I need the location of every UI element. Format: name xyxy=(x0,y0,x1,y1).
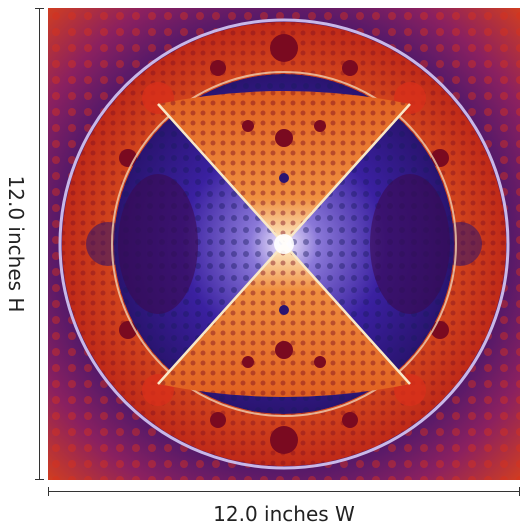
center-glow xyxy=(274,234,294,254)
fractal-artwork-image xyxy=(48,8,520,480)
width-dimension-tick-right xyxy=(519,487,520,496)
width-dimension-line xyxy=(48,491,520,492)
wedge-dots xyxy=(242,120,326,368)
fractal-artwork-svg xyxy=(48,8,520,480)
width-dimension-tick-left xyxy=(48,487,49,496)
inner-ring-line xyxy=(111,71,457,417)
height-dimension-tick-top xyxy=(35,8,44,9)
height-label: 12.0 inches H xyxy=(4,175,28,313)
height-dimension-line xyxy=(39,8,40,480)
outer-ring-line xyxy=(58,18,510,470)
height-dimension-tick-bottom xyxy=(35,479,44,480)
width-label: 12.0 inches W xyxy=(213,502,355,526)
